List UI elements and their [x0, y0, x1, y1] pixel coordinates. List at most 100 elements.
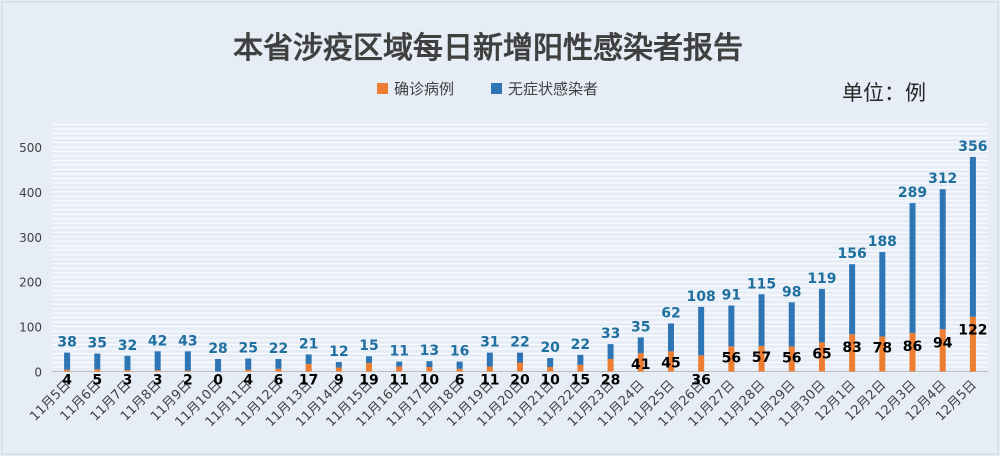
data-label-asymptomatic: 119: [807, 271, 836, 287]
y-tick-label: 100: [19, 321, 42, 335]
data-label-confirmed: 5: [92, 373, 102, 389]
data-label-confirmed: 0: [213, 373, 223, 389]
data-label-asymptomatic: 98: [782, 284, 801, 300]
data-label-asymptomatic: 115: [747, 276, 776, 292]
bar-confirmed: [154, 370, 161, 372]
data-label-asymptomatic: 312: [928, 171, 957, 187]
data-labels: 38 4 35 5 32 3 42 3 43 2 28 0 25 4 22 6 21 17 12 9 15 19 11 11 1…: [57, 139, 987, 389]
bar-confirmed: [849, 334, 856, 372]
data-label-confirmed: 2: [183, 373, 193, 389]
data-label-confirmed: 56: [722, 350, 741, 366]
bar-asymptomatic: [245, 358, 252, 370]
bar-asymptomatic: [788, 302, 795, 347]
data-label-asymptomatic: 15: [359, 338, 378, 354]
data-label-confirmed: 6: [274, 373, 284, 389]
y-tick-label: 300: [19, 231, 42, 245]
bar-asymptomatic: [94, 353, 101, 370]
data-label-asymptomatic: 11: [389, 344, 408, 360]
data-label-asymptomatic: 156: [838, 246, 867, 262]
y-tick-label: 400: [19, 186, 42, 200]
data-label-asymptomatic: 32: [118, 338, 137, 354]
data-label-asymptomatic: 21: [299, 336, 318, 352]
data-label-confirmed: 10: [540, 373, 560, 389]
bar-asymptomatic: [698, 306, 705, 356]
data-label-confirmed: 78: [873, 340, 892, 356]
bar-confirmed: [305, 363, 312, 372]
data-label-asymptomatic: 33: [601, 326, 620, 342]
bar-confirmed: [124, 370, 131, 372]
bar-confirmed: [275, 368, 282, 372]
bar-asymptomatic: [64, 352, 71, 370]
data-label-asymptomatic: 35: [88, 336, 107, 352]
gridlines: [52, 124, 988, 372]
bar-confirmed: [335, 367, 342, 372]
data-label-asymptomatic: 43: [178, 333, 197, 349]
data-label-confirmed: 83: [842, 340, 861, 356]
data-label-confirmed: 36: [691, 373, 710, 389]
data-label-asymptomatic: 62: [661, 305, 680, 321]
data-label-confirmed: 3: [123, 373, 133, 389]
bar-confirmed: [245, 369, 252, 372]
bar-asymptomatic: [154, 351, 161, 371]
data-label-confirmed: 10: [420, 373, 440, 389]
bar-confirmed: [486, 366, 493, 372]
data-label-confirmed: 94: [933, 335, 953, 351]
data-label-confirmed: 17: [299, 373, 318, 389]
bar-confirmed: [366, 362, 373, 372]
data-label-asymptomatic: 91: [722, 287, 741, 303]
data-label-asymptomatic: 16: [450, 344, 469, 360]
data-label-asymptomatic: 356: [958, 139, 987, 155]
data-label-confirmed: 4: [62, 373, 72, 389]
legend-swatch-confirmed: [377, 83, 388, 94]
bar-confirmed: [64, 369, 71, 372]
data-label-confirmed: 15: [571, 373, 590, 389]
data-label-confirmed: 4: [243, 373, 253, 389]
data-label-asymptomatic: 13: [420, 343, 439, 359]
bar-asymptomatic: [728, 305, 735, 347]
data-label-asymptomatic: 12: [329, 344, 348, 360]
bar-asymptomatic: [607, 344, 614, 359]
bar-asymptomatic: [335, 362, 342, 368]
bar-asymptomatic: [124, 355, 131, 371]
data-label-confirmed: 28: [601, 373, 620, 389]
bar-asymptomatic: [366, 356, 373, 363]
data-label-asymptomatic: 20: [540, 340, 560, 356]
legend-swatch-asymptomatic: [491, 83, 502, 94]
chart-title: 本省涉疫区域每日新增阳性感染者报告: [233, 31, 743, 66]
data-label-confirmed: 122: [958, 323, 987, 339]
bar-asymptomatic: [456, 361, 463, 369]
bar-confirmed: [698, 355, 705, 372]
data-label-asymptomatic: 42: [148, 333, 167, 349]
legend: 确诊病例 无症状感染者: [377, 80, 598, 98]
legend-label-confirmed: 确诊病例: [394, 80, 454, 98]
data-label-confirmed: 56: [782, 350, 801, 366]
bar-asymptomatic: [396, 361, 403, 367]
data-label-asymptomatic: 108: [687, 289, 716, 305]
bar-asymptomatic: [818, 288, 825, 343]
data-label-confirmed: 9: [334, 373, 344, 389]
bar-asymptomatic: [426, 361, 433, 368]
data-label-confirmed: 3: [153, 373, 163, 389]
bar-asymptomatic: [637, 337, 644, 354]
bar-asymptomatic: [517, 352, 523, 363]
bar-asymptomatic: [486, 352, 493, 367]
data-label-confirmed: 6: [455, 373, 465, 389]
bar-asymptomatic: [939, 189, 946, 330]
bar-confirmed: [577, 364, 584, 372]
bar-asymptomatic: [305, 354, 312, 364]
data-label-confirmed: 19: [359, 373, 378, 389]
data-label-asymptomatic: 188: [868, 234, 897, 250]
bar-confirmed: [728, 346, 735, 372]
legend-label-asymptomatic: 无症状感染者: [508, 80, 598, 98]
y-tick-label: 0: [34, 366, 42, 380]
bar-asymptomatic: [577, 354, 584, 365]
bar-confirmed: [879, 336, 886, 372]
data-label-asymptomatic: 22: [510, 335, 529, 351]
bar-asymptomatic: [909, 203, 916, 333]
data-label-confirmed: 86: [903, 339, 922, 355]
bar-confirmed: [969, 316, 976, 372]
data-label-confirmed: 20: [510, 373, 530, 389]
bar-asymptomatic: [275, 358, 282, 369]
